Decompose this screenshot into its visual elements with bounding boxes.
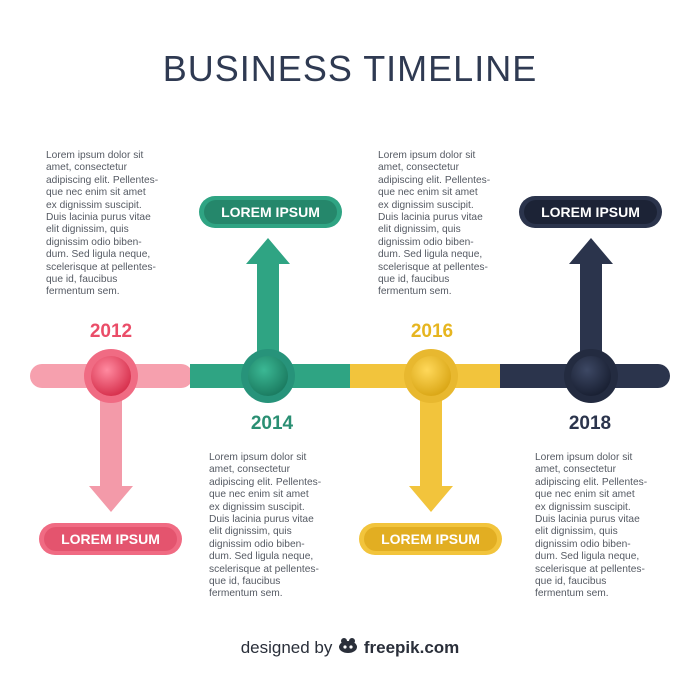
label-text-2016: LOREM IPSUM bbox=[381, 531, 480, 547]
description-2016: Lorem ipsum dolor sit amet, consectetur … bbox=[378, 150, 491, 298]
description-2018: Lorem ipsum dolor sit amet, consectetur … bbox=[535, 452, 648, 600]
year-2016: 2016 bbox=[410, 321, 454, 342]
year-2018: 2018 bbox=[568, 413, 612, 434]
footer-prefix: designed by bbox=[240, 638, 333, 657]
node-2014 bbox=[241, 349, 295, 403]
node-2016 bbox=[404, 349, 458, 403]
label-pill-2018: LOREM IPSUM bbox=[519, 196, 662, 228]
label-pill-2012: LOREM IPSUM bbox=[39, 523, 182, 555]
freepik-logo-icon bbox=[339, 638, 358, 653]
footer-credit: designed by freepik.com bbox=[0, 637, 700, 658]
year-2012: 2012 bbox=[89, 321, 133, 342]
label-text-2012: LOREM IPSUM bbox=[61, 531, 160, 547]
label-pill-2014: LOREM IPSUM bbox=[199, 196, 342, 228]
year-2014: 2014 bbox=[250, 413, 294, 434]
label-text-2018: LOREM IPSUM bbox=[541, 204, 640, 220]
description-2014: Lorem ipsum dolor sit amet, consectetur … bbox=[209, 452, 322, 600]
node-2018 bbox=[564, 349, 618, 403]
arrow-up-2014 bbox=[246, 238, 290, 376]
page-title: BUSINESS TIMELINE bbox=[162, 48, 538, 89]
label-text-2014: LOREM IPSUM bbox=[221, 204, 320, 220]
footer-brand[interactable]: freepik.com bbox=[363, 638, 460, 657]
node-2012 bbox=[84, 349, 138, 403]
arrow-down-2012 bbox=[89, 376, 133, 512]
label-pill-2016: LOREM IPSUM bbox=[359, 523, 502, 555]
description-2012: Lorem ipsum dolor sit amet, consectetur … bbox=[46, 150, 159, 298]
arrow-down-2016 bbox=[409, 376, 453, 512]
arrow-up-2018 bbox=[569, 238, 613, 376]
